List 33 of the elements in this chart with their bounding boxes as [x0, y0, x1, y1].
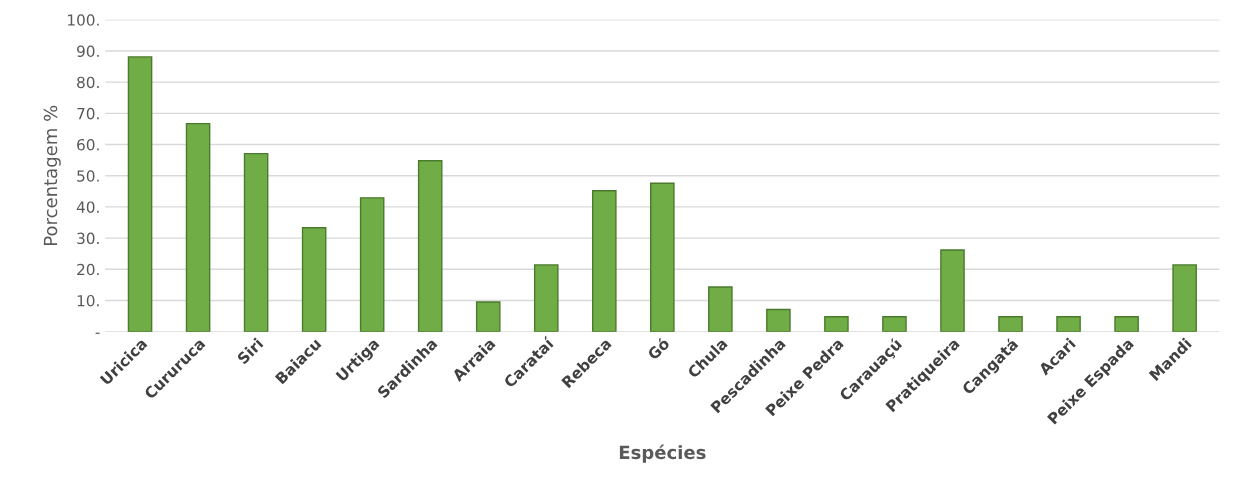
bar [243, 152, 269, 332]
y-tick-label: 50. [77, 170, 99, 182]
bar [1114, 315, 1139, 332]
x-axis-title: Espécies [619, 444, 706, 463]
y-tick-label: 10. [77, 294, 99, 307]
bar [824, 315, 849, 332]
bar [1056, 315, 1081, 332]
bar [650, 182, 675, 332]
y-tick-label: 60. [77, 139, 99, 151]
bar [1172, 264, 1197, 332]
bar [533, 264, 559, 332]
y-tick-label: 90. [77, 45, 99, 58]
bar [301, 227, 327, 332]
bar [417, 160, 443, 332]
bar [998, 315, 1023, 332]
y-tick-label: 70. [77, 107, 99, 120]
y-tick-label: 20. [77, 263, 99, 276]
bar [940, 249, 965, 332]
y-tick-label: 100. [68, 14, 99, 26]
y-axis-title: Porcentagem % [43, 105, 61, 245]
y-tick-label: - [95, 332, 100, 334]
y-tick-label: 30. [77, 232, 99, 245]
bar [127, 56, 153, 332]
bar [475, 301, 501, 332]
bar [766, 308, 791, 332]
bar [591, 189, 617, 332]
bar [882, 315, 907, 332]
y-tick-label: 40. [76, 201, 99, 213]
bar [708, 286, 733, 332]
bar [185, 122, 211, 332]
y-tick-label: 80. [77, 76, 99, 89]
bar [359, 197, 385, 332]
x-tick-label: Gó [646, 336, 671, 361]
